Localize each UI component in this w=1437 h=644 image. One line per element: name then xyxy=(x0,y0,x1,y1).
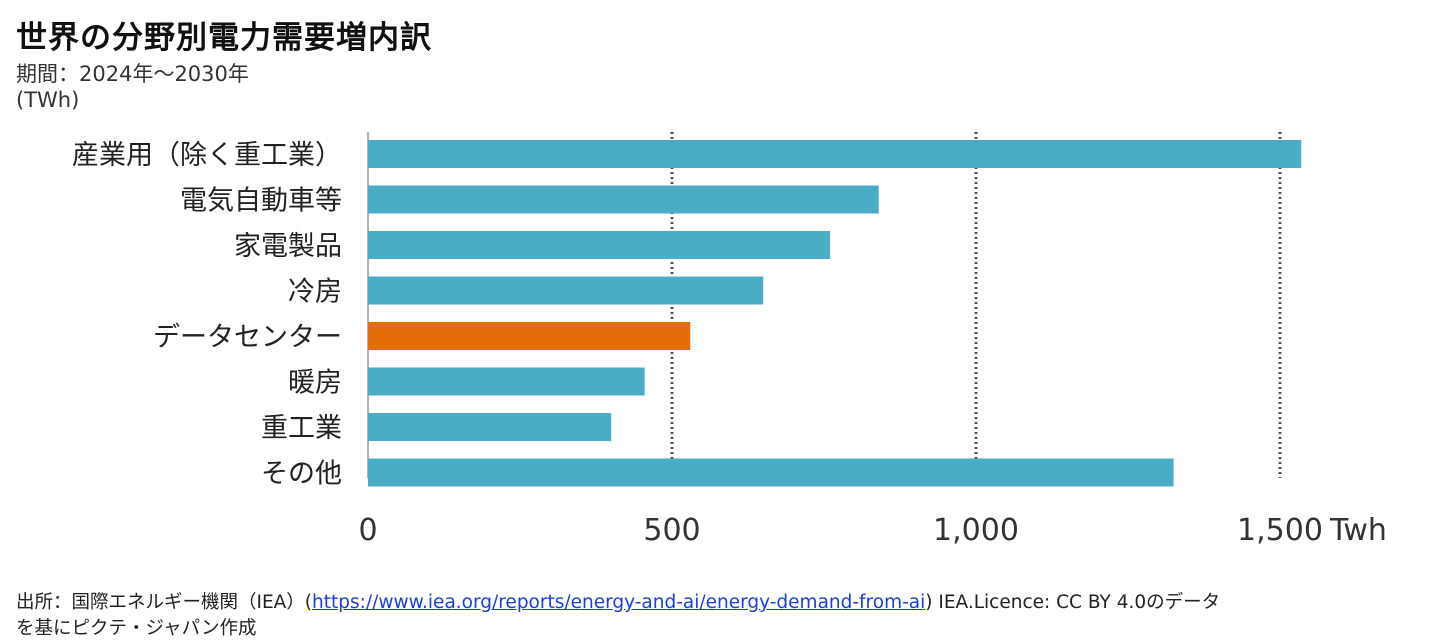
x-unit-label: Twh xyxy=(1329,513,1387,548)
source-link[interactable]: https://www.iea.org/reports/energy-and-a… xyxy=(312,592,926,613)
bar-0 xyxy=(368,140,1302,168)
source-suffix: ) IEA.Licence: CC BY 4.0のデータ xyxy=(925,592,1221,613)
category-label-1: 電気自動車等 xyxy=(180,186,342,217)
category-label-5: 暖房 xyxy=(288,368,342,399)
bar-4 xyxy=(368,322,691,350)
bar-3 xyxy=(368,276,764,305)
category-label-4: データセンター xyxy=(153,322,342,353)
chart-subtitle: 期間：2024年～2030年 xyxy=(16,62,249,86)
x-tick-label-1000: 1,000 xyxy=(933,513,1019,548)
category-label-0: 産業用（除く重工業） xyxy=(72,140,342,171)
bar-5 xyxy=(368,367,645,396)
source-note: 出所：国際エネルギー機関（IEA）(https://www.iea.org/re… xyxy=(16,590,1416,642)
category-label-3: 冷房 xyxy=(288,277,342,308)
category-label-7: その他 xyxy=(261,459,342,490)
category-label-2: 家電製品 xyxy=(234,231,342,262)
source-line2: を基にピクテ・ジャパン作成 xyxy=(16,618,257,639)
x-tick-label-1500: 1,500 xyxy=(1237,513,1323,548)
bar-7 xyxy=(368,458,1174,487)
bar-1 xyxy=(368,185,879,214)
chart-title: 世界の分野別電力需要増内訳 xyxy=(16,20,432,56)
x-tick-label-500: 500 xyxy=(643,513,700,548)
category-label-6: 重工業 xyxy=(261,413,342,444)
bar-6 xyxy=(368,413,612,441)
unit-label: (TWh) xyxy=(16,88,80,112)
x-tick-label-0: 0 xyxy=(358,513,377,548)
source-prefix: 出所：国際エネルギー機関（IEA）( xyxy=(16,592,313,613)
bar-2 xyxy=(368,231,831,259)
